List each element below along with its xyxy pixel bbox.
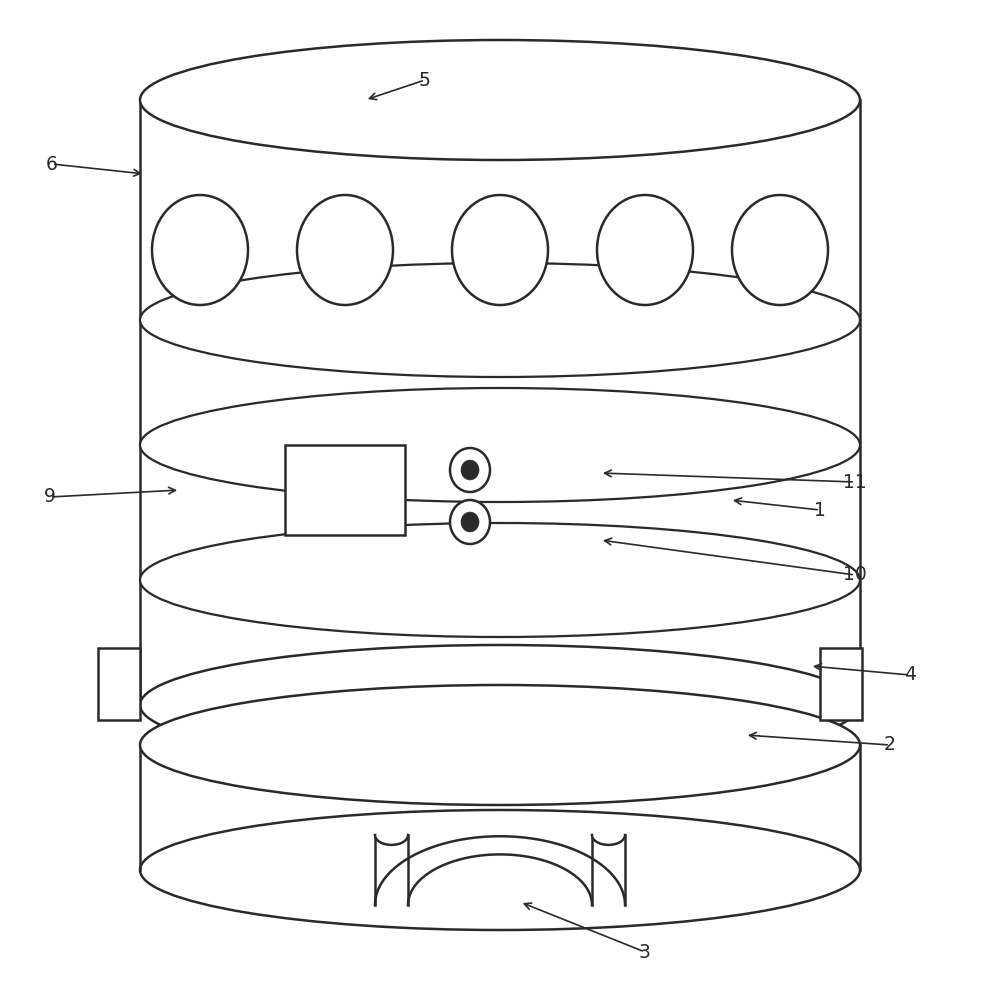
Text: 9: 9 xyxy=(44,488,56,506)
Text: 6: 6 xyxy=(46,154,58,174)
Text: 3: 3 xyxy=(639,942,651,962)
Text: 10: 10 xyxy=(843,566,867,584)
Text: 4: 4 xyxy=(904,666,916,684)
Polygon shape xyxy=(592,835,625,845)
Bar xyxy=(820,648,862,720)
Bar xyxy=(285,445,405,535)
Bar xyxy=(98,648,140,720)
Ellipse shape xyxy=(140,523,860,637)
Ellipse shape xyxy=(140,388,860,502)
Text: 2: 2 xyxy=(884,736,896,754)
Text: 11: 11 xyxy=(843,473,867,491)
Ellipse shape xyxy=(140,645,860,765)
Text: 5: 5 xyxy=(419,70,431,90)
Ellipse shape xyxy=(140,40,860,160)
Ellipse shape xyxy=(140,685,860,805)
Ellipse shape xyxy=(597,195,693,305)
Text: 1: 1 xyxy=(814,500,826,520)
Ellipse shape xyxy=(152,195,248,305)
Polygon shape xyxy=(375,835,408,845)
Ellipse shape xyxy=(297,195,393,305)
Ellipse shape xyxy=(461,512,479,532)
Ellipse shape xyxy=(732,195,828,305)
Ellipse shape xyxy=(452,195,548,305)
Ellipse shape xyxy=(450,448,490,492)
Ellipse shape xyxy=(140,810,860,930)
Ellipse shape xyxy=(140,263,860,377)
Ellipse shape xyxy=(450,500,490,544)
Ellipse shape xyxy=(461,460,479,480)
